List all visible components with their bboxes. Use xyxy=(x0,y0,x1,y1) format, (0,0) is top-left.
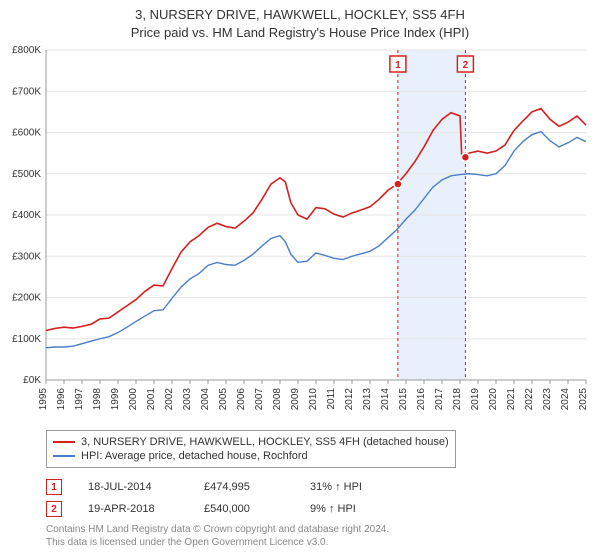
chart-title: 3, NURSERY DRIVE, HAWKWELL, HOCKLEY, SS5… xyxy=(0,0,600,41)
svg-text:£300K: £300K xyxy=(12,251,41,262)
legend-label: 3, NURSERY DRIVE, HAWKWELL, HOCKLEY, SS5… xyxy=(81,436,449,448)
legend: 3, NURSERY DRIVE, HAWKWELL, HOCKLEY, SS5… xyxy=(46,430,456,468)
chart-area: £0K £100K £200K £300K £400K £500K £600K £700K £8… xyxy=(0,44,600,424)
svg-text:£200K: £200K xyxy=(12,293,41,304)
footer-line-1: Contains HM Land Registry data © Crown c… xyxy=(46,523,389,536)
svg-text:2020: 2020 xyxy=(488,388,499,411)
svg-text:£500K: £500K xyxy=(12,169,41,180)
svg-text:2019: 2019 xyxy=(470,388,481,411)
event-number: 1 xyxy=(51,482,57,493)
svg-text:2008: 2008 xyxy=(272,388,283,411)
svg-text:1998: 1998 xyxy=(92,388,103,411)
svg-text:2012: 2012 xyxy=(344,388,355,411)
legend-swatch xyxy=(53,441,75,443)
svg-text:1997: 1997 xyxy=(74,388,85,411)
svg-text:2010: 2010 xyxy=(308,388,319,411)
footer: Contains HM Land Registry data © Crown c… xyxy=(46,523,389,549)
title-line-1: 3, NURSERY DRIVE, HAWKWELL, HOCKLEY, SS5… xyxy=(0,6,600,24)
svg-text:2011: 2011 xyxy=(326,388,337,410)
svg-text:2005: 2005 xyxy=(218,388,229,411)
footer-line-2: This data is licensed under the Open Gov… xyxy=(46,536,389,549)
svg-text:2017: 2017 xyxy=(434,388,445,411)
legend-swatch xyxy=(53,455,75,457)
event-badge: 1 xyxy=(46,479,62,495)
svg-text:£600K: £600K xyxy=(12,128,41,139)
svg-text:1995: 1995 xyxy=(38,388,49,411)
event-price: £540,000 xyxy=(204,503,284,515)
svg-text:2000: 2000 xyxy=(128,388,139,411)
event-row: 2 19-APR-2018 £540,000 9% ↑ HPI xyxy=(46,498,362,520)
svg-text:1999: 1999 xyxy=(110,388,121,411)
svg-text:2003: 2003 xyxy=(182,388,193,411)
chart-svg: £0K £100K £200K £300K £400K £500K £600K £700K £8… xyxy=(0,44,600,424)
svg-text:2023: 2023 xyxy=(542,388,553,411)
chart-container: 3, NURSERY DRIVE, HAWKWELL, HOCKLEY, SS5… xyxy=(0,0,600,560)
svg-text:2009: 2009 xyxy=(290,388,301,411)
svg-text:2013: 2013 xyxy=(362,388,373,411)
event-number: 2 xyxy=(51,504,57,515)
title-line-2: Price paid vs. HM Land Registry's House … xyxy=(0,24,600,42)
event-delta: 31% ↑ HPI xyxy=(310,481,362,493)
legend-label: HPI: Average price, detached house, Roch… xyxy=(81,450,308,462)
event-badge: 2 xyxy=(46,501,62,517)
svg-text:2007: 2007 xyxy=(254,388,265,411)
svg-text:£700K: £700K xyxy=(12,86,41,97)
svg-text:2004: 2004 xyxy=(200,388,211,411)
svg-text:£800K: £800K xyxy=(12,45,41,56)
event-row: 1 18-JUL-2014 £474,995 31% ↑ HPI xyxy=(46,476,362,498)
svg-text:£0K: £0K xyxy=(23,375,41,386)
event-delta: 9% ↑ HPI xyxy=(310,503,356,515)
svg-text:2021: 2021 xyxy=(506,388,517,411)
svg-text:2001: 2001 xyxy=(146,388,157,411)
legend-item: 3, NURSERY DRIVE, HAWKWELL, HOCKLEY, SS5… xyxy=(53,435,449,449)
svg-text:2006: 2006 xyxy=(236,388,247,411)
svg-text:2024: 2024 xyxy=(560,388,571,411)
event-table: 1 18-JUL-2014 £474,995 31% ↑ HPI 2 19-AP… xyxy=(46,476,362,520)
svg-text:2018: 2018 xyxy=(452,388,463,411)
svg-text:1996: 1996 xyxy=(56,388,67,411)
svg-text:2015: 2015 xyxy=(398,388,409,411)
svg-text:2022: 2022 xyxy=(524,388,535,411)
legend-item: HPI: Average price, detached house, Roch… xyxy=(53,449,449,463)
svg-text:2: 2 xyxy=(463,60,469,71)
svg-text:2025: 2025 xyxy=(578,388,589,411)
event-date: 19-APR-2018 xyxy=(88,503,178,515)
svg-text:£100K: £100K xyxy=(12,334,41,345)
svg-text:2016: 2016 xyxy=(416,388,427,411)
svg-text:£400K: £400K xyxy=(12,210,41,221)
svg-text:2014: 2014 xyxy=(380,388,391,411)
svg-text:2002: 2002 xyxy=(164,388,175,411)
event-price: £474,995 xyxy=(204,481,284,493)
event-date: 18-JUL-2014 xyxy=(88,481,178,493)
svg-text:1: 1 xyxy=(395,60,401,71)
